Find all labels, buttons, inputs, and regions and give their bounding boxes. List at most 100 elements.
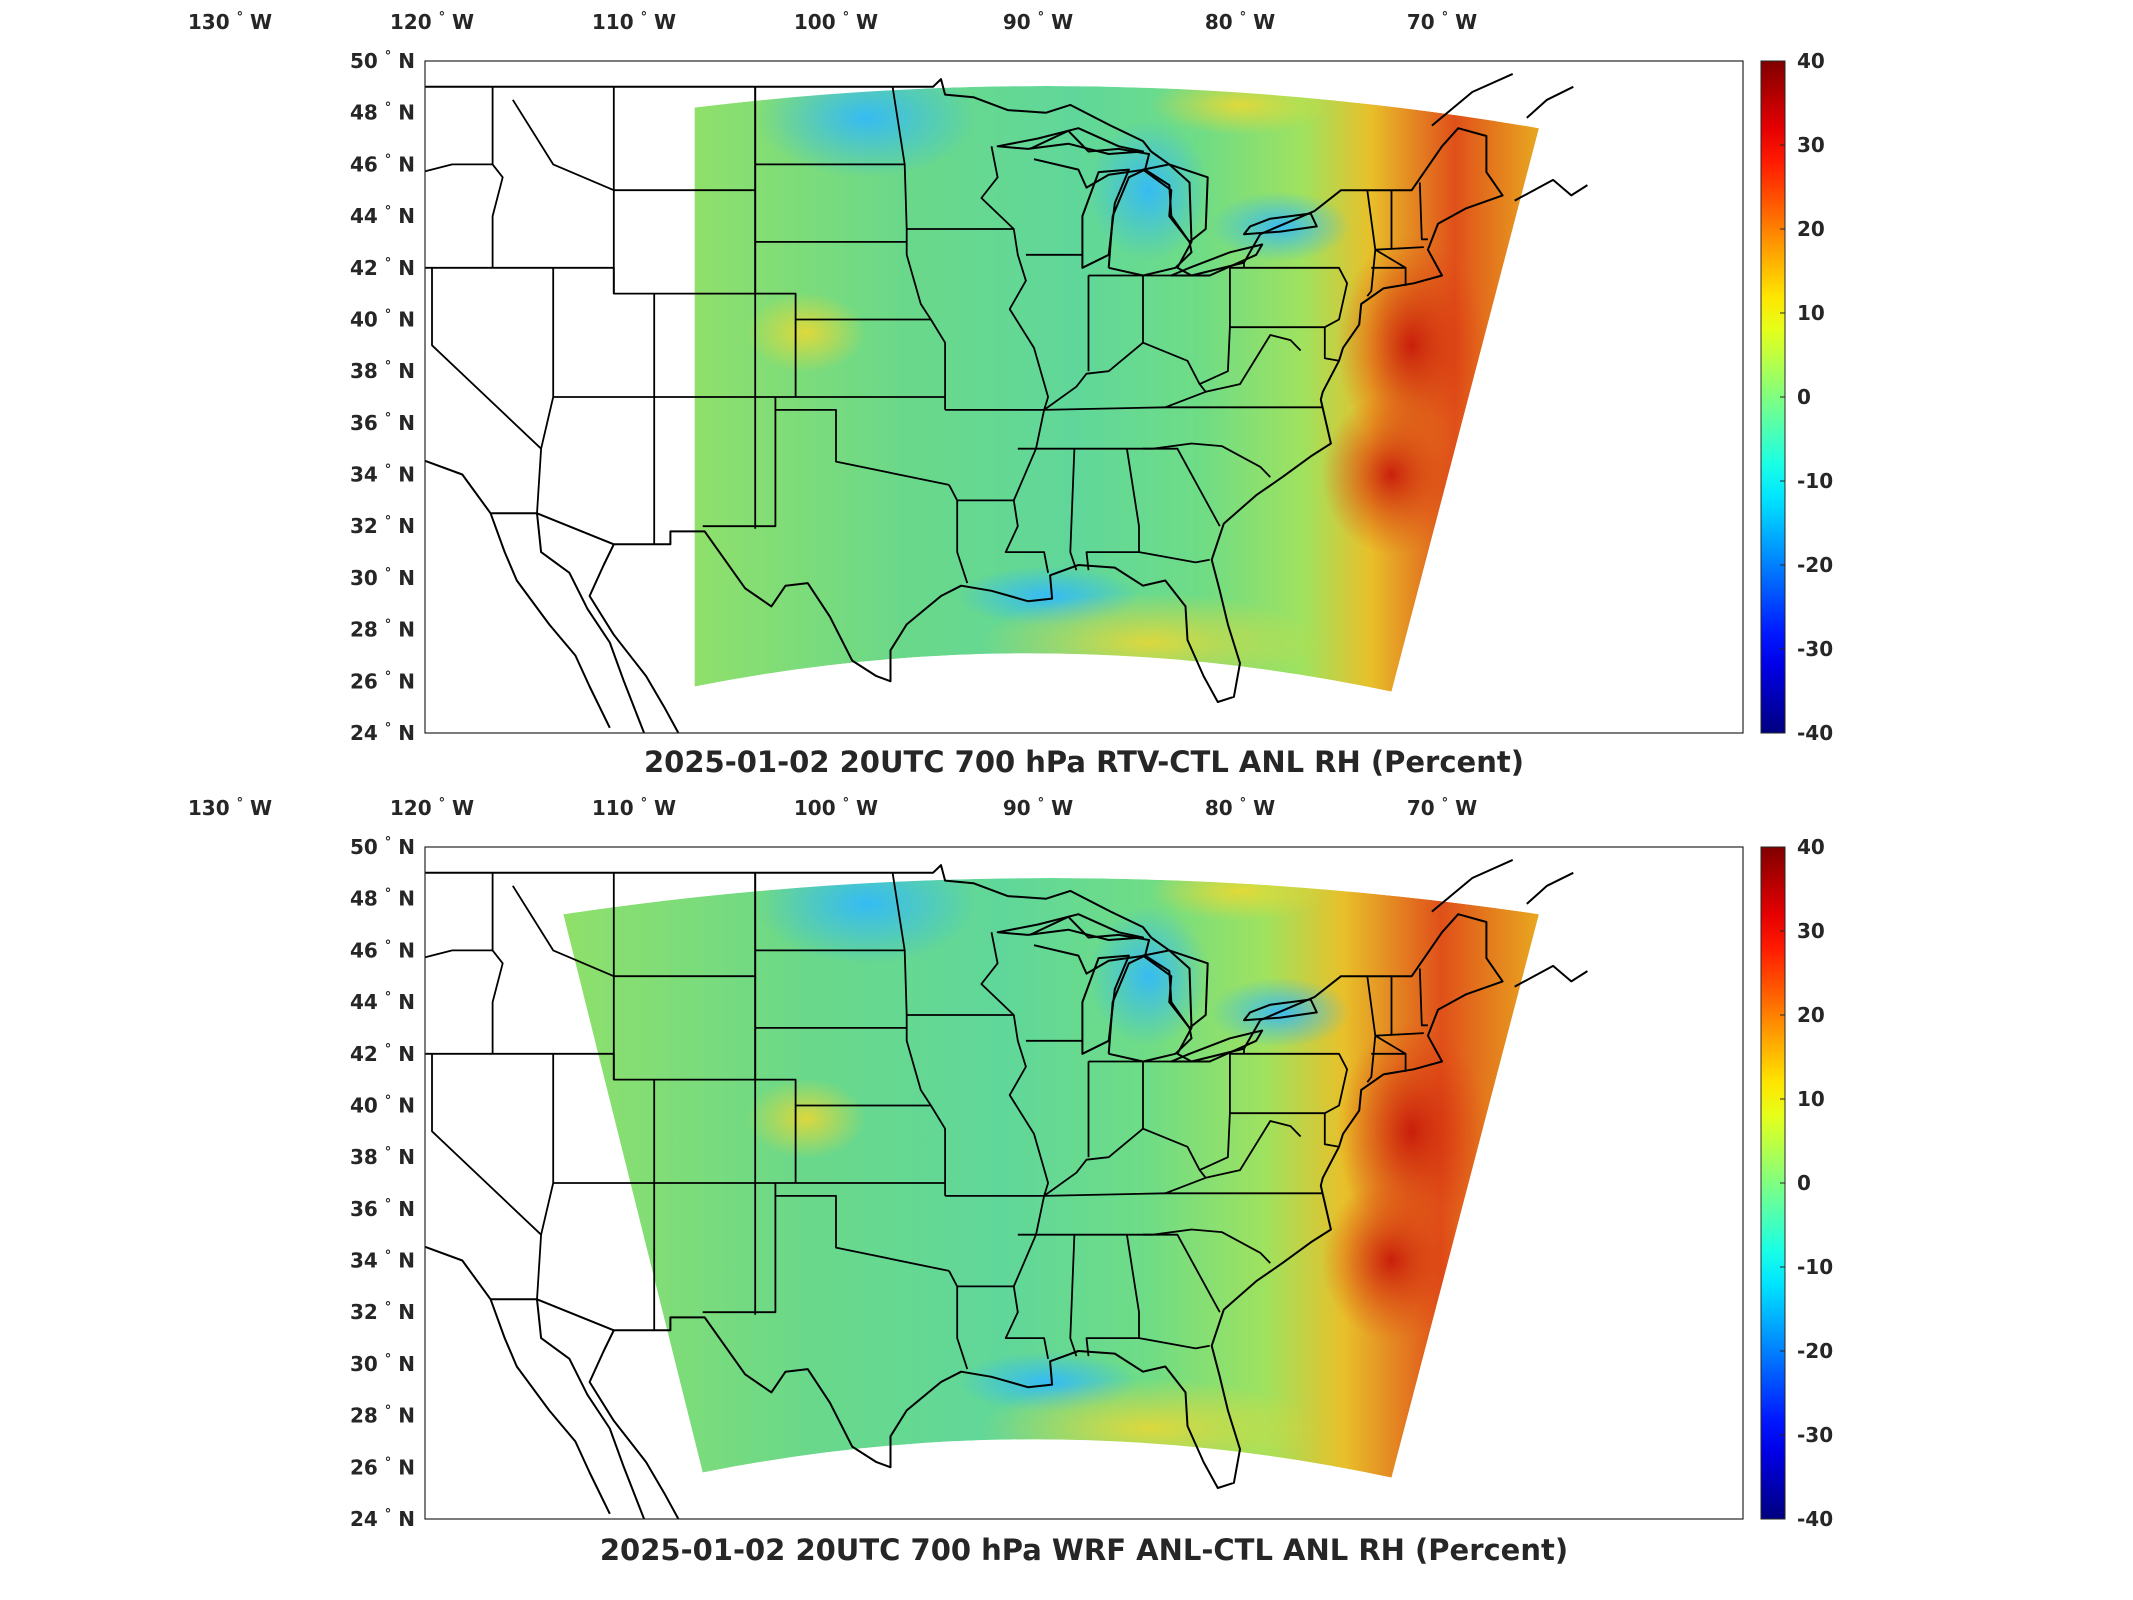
nova-scotia-coast [1514,964,1588,988]
negative-anomaly-north-plains [756,86,977,178]
state-boundary [512,99,615,192]
state-boundary [1205,1120,1302,1179]
lat-tick-label: 34 ° N [350,1249,415,1273]
positive-anomaly-plains [745,1078,866,1159]
great-lake [1243,998,1318,1022]
lat-tick-label: 44 ° N [350,204,415,228]
positive-anomaly-gulf [979,592,1320,692]
state-boundary [755,292,931,321]
maritime-coast [1526,871,1574,905]
lat-tick-label: 40 ° N [350,1093,415,1117]
lat-tick-label: 28 ° N [350,1404,415,1428]
positive-anomaly-gulf [979,1378,1320,1478]
lat-tick-label: 26 ° N [350,1455,415,1479]
state-boundary [891,86,946,410]
lon-tick-label: 90 ° W [1003,10,1073,34]
great-lake [1170,1029,1264,1063]
nova-scotia-coast [1514,178,1588,202]
panel-title: 2025-01-02 20UTC 700 hPa WRF ANL-CTL ANL… [600,1533,1568,1567]
state-boundary [980,932,1049,1287]
map-outlines [425,72,1588,733]
state-boundary [1229,1052,1348,1115]
lon-tick-label: 90 ° W [1003,796,1073,820]
lon-tick-label: 110 ° W [592,796,676,820]
state-boundary [1366,190,1377,297]
positive-anomaly-atlantic-south [1321,1180,1462,1341]
map-frame [424,60,1744,734]
colorbar-tick-label: -40 [1797,721,1833,745]
state-boundary [491,86,504,268]
lon-tick-label: 100 ° W [794,796,878,820]
state-boundary [1375,1032,1424,1037]
state-boundary [1199,267,1231,385]
state-boundary [948,484,969,584]
map-frame [424,846,1744,1520]
state-boundary [1043,1127,1207,1197]
maritime-coast [1526,85,1574,119]
colorbar-tick-label: 20 [1797,1003,1825,1027]
lat-tick-label: 36 ° N [350,1197,415,1221]
colorbar: 40 30 20 10 0 -10 -20 -30 -40 [1760,835,1833,1531]
positive-anomaly-canada [1150,86,1330,135]
lon-tick-label: 120 ° W [390,796,474,820]
baja-gulf-coast [536,513,646,733]
lon-tick-label: 80 ° W [1205,10,1275,34]
michigan-shore [1107,168,1193,277]
state-boundary [431,1053,542,1236]
upper-peninsula-shore [1029,915,1151,975]
lat-tick-label: 48 ° N [350,887,415,911]
state-boundary [702,397,777,528]
state-boundary [425,163,493,173]
colorbar-tick-label: -30 [1797,1423,1833,1447]
state-boundary [957,1285,1049,1359]
state-boundary [957,499,1049,573]
positive-anomaly-plains [745,292,866,373]
lat-tick-label: 38 ° N [350,359,415,383]
lat-tick-label: 38 ° N [350,1145,415,1169]
lat-tick-label: 24 ° N [350,721,415,745]
lat-tick-label: 46 ° N [350,938,415,962]
great-lake [1081,954,1130,1055]
colorbar-tick-label: -30 [1797,637,1833,661]
colorbar-tick-label: 0 [1797,385,1811,409]
lat-tick-label: 32 ° N [350,1300,415,1324]
lon-tick-label: 120 ° W [390,10,474,34]
state-boundary [1069,448,1078,571]
colorbar-tick-label: 0 [1797,1171,1811,1195]
state-boundary [1138,551,1210,564]
lon-tick-label: 80 ° W [1205,796,1275,820]
mexico-coast [588,1329,680,1519]
state-boundary [1229,266,1348,329]
state-boundary [1152,1228,1271,1264]
great-lake [996,913,1144,941]
colorbar-tick-label: -20 [1797,1339,1833,1363]
lon-tick-label: 110 ° W [592,10,676,34]
state-boundary [1366,976,1377,1083]
state-boundary [1323,1113,1340,1148]
panel-title: 2025-01-02 20UTC 700 hPa RTV-CTL ANL RH … [644,745,1524,779]
lat-tick-label: 32 ° N [350,514,415,538]
baja-gulf-coast [536,1299,646,1519]
lat-tick-label: 28 ° N [350,618,415,642]
colorbar-tick-label: 40 [1797,835,1825,859]
lat-tick-label: 30 ° N [350,566,415,590]
colorbar-tick-label: 10 [1797,301,1825,325]
great-lake [1142,949,1209,1029]
state-boundary [1043,341,1207,411]
conus-outline [425,864,1504,1489]
lat-tick-label: 24 ° N [350,1507,415,1531]
lat-tick-label: 50 ° N [350,49,415,73]
lat-tick-label: 26 ° N [350,669,415,693]
state-boundaries [425,86,1428,584]
lat-tick-label: 42 ° N [350,1042,415,1066]
lat-tick-label: 40 ° N [350,307,415,331]
state-boundary [512,885,615,978]
state-boundary [536,1053,555,1300]
great-lake [1170,243,1264,277]
lat-tick-label: 46 ° N [350,152,415,176]
state-boundaries [425,872,1428,1370]
baja-coast [489,1298,611,1515]
baja-coast [489,512,611,729]
colorbar-tick-label: 20 [1797,217,1825,241]
